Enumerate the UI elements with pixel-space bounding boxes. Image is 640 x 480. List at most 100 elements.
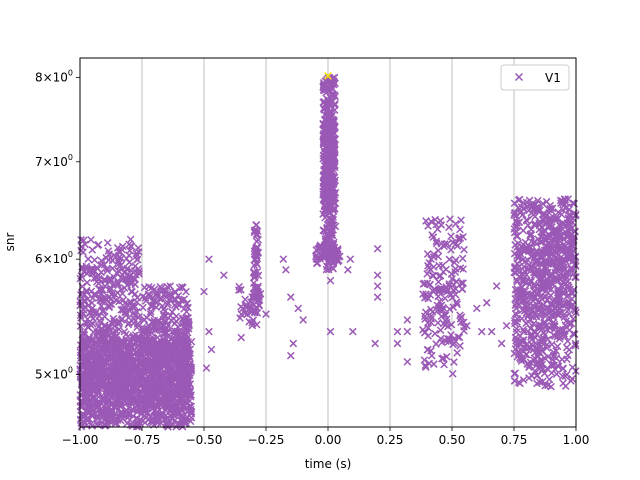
y-tick-label: 6×100 (35, 250, 73, 266)
data-point (139, 303, 147, 312)
data-point (151, 296, 160, 305)
data-point (79, 330, 88, 338)
data-point (110, 402, 119, 410)
x-tick-label: −0.25 (248, 433, 285, 447)
data-point (96, 376, 104, 385)
data-point (100, 394, 108, 403)
data-point (123, 265, 131, 274)
data-point (104, 396, 113, 405)
x-tick-label: −0.50 (186, 433, 223, 447)
data-point (95, 368, 103, 377)
data-point (170, 387, 178, 395)
data-point (181, 388, 190, 397)
data-point (165, 295, 174, 303)
data-point (98, 298, 107, 306)
data-point (168, 308, 177, 316)
data-point (109, 280, 118, 288)
x-tick-label: −1.00 (62, 433, 99, 447)
data-point (254, 282, 262, 291)
data-point (151, 321, 160, 330)
data-point (234, 286, 243, 294)
data-point (102, 295, 111, 304)
data-point (82, 365, 90, 374)
data-point (182, 299, 191, 308)
data-point (147, 301, 156, 310)
x-tick-label: 0.25 (377, 433, 404, 447)
x-tick-label: 0.00 (315, 433, 342, 447)
data-point (118, 245, 127, 254)
data-point (168, 327, 177, 336)
data-point (121, 311, 130, 320)
data-point (119, 305, 127, 314)
y-tick-label: 7×100 (35, 153, 73, 169)
data-point (83, 372, 92, 381)
data-point (177, 417, 186, 425)
data-point (124, 410, 133, 419)
data-point (133, 298, 141, 306)
data-point (90, 256, 99, 264)
data-point (100, 345, 109, 354)
data-point (125, 251, 133, 260)
data-point (87, 345, 96, 354)
data-point (114, 393, 123, 401)
data-point (160, 329, 168, 338)
x-axis-title: time (s) (305, 457, 352, 471)
data-point (87, 265, 96, 274)
data-point (131, 302, 139, 311)
data-point (81, 398, 89, 407)
data-point (95, 348, 104, 357)
data-point (248, 299, 257, 308)
data-point (128, 287, 136, 296)
data-point (250, 226, 259, 235)
data-point (115, 325, 123, 334)
legend: V1 (500, 64, 570, 91)
data-point (110, 409, 119, 418)
data-point (131, 262, 140, 270)
data-point (133, 308, 141, 316)
data-point (152, 290, 160, 299)
data-point (146, 310, 155, 319)
data-point (166, 311, 175, 320)
data-point (183, 399, 192, 408)
data-point (95, 316, 104, 325)
data-point (129, 332, 138, 340)
x-tick-label: −0.75 (124, 433, 161, 447)
data-point (148, 342, 157, 350)
data-point (110, 322, 119, 330)
data-point (138, 372, 147, 381)
data-point (88, 246, 97, 254)
data-point (186, 405, 195, 414)
data-point (148, 418, 157, 427)
x-tick-label: 0.75 (501, 433, 528, 447)
y-tick-label: 5×100 (35, 365, 73, 381)
data-point (123, 419, 131, 428)
data-point (138, 345, 147, 353)
data-point (84, 414, 92, 423)
data-point (163, 343, 172, 352)
data-point (94, 356, 103, 365)
x-axis-ticks: −1.00 −0.75 −0.50 −0.25 0.00 0.25 0.50 0.75 1.00 (62, 427, 590, 447)
y-axis-title: snr (3, 233, 17, 252)
data-point (108, 264, 117, 273)
data-point (124, 275, 133, 284)
data-point (89, 394, 97, 403)
data-point (101, 276, 110, 284)
data-point (161, 405, 169, 414)
data-point (242, 301, 251, 309)
data-point (164, 321, 172, 330)
data-point (254, 292, 263, 300)
data-point (106, 300, 114, 308)
x-tick-label: 1.00 (563, 433, 590, 447)
data-point (132, 364, 141, 372)
data-point (83, 356, 92, 364)
data-point (115, 297, 123, 306)
data-point (115, 365, 124, 373)
data-point (102, 381, 111, 389)
data-point (236, 314, 244, 322)
data-point (143, 384, 152, 393)
data-point (77, 236, 85, 244)
data-point (168, 409, 177, 418)
data-point (175, 300, 184, 309)
data-point (89, 314, 97, 323)
data-point (255, 300, 263, 309)
